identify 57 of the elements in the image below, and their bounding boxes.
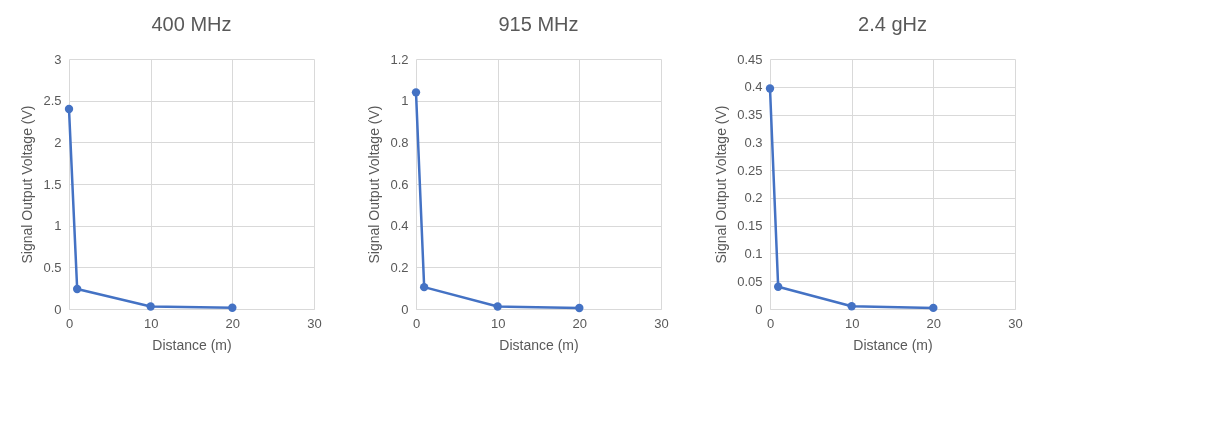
- y-tick-label: 0.6: [390, 176, 409, 192]
- y-tick-label: 1: [401, 93, 409, 109]
- point: [493, 302, 502, 311]
- chart-title: 2.4 gHz: [858, 13, 927, 35]
- x-axis-title: Distance (m): [499, 336, 579, 353]
- y-tick-label: 0: [755, 301, 763, 317]
- y-tick-label: 3: [54, 51, 62, 67]
- y-tick-label: 0.05: [737, 273, 763, 289]
- x-tick-label: 20: [926, 315, 942, 331]
- y-axis-title: Signal Output Voltage (V): [19, 105, 36, 264]
- x-tick-label: 0: [766, 315, 775, 331]
- x-tick-label: 10: [143, 315, 159, 331]
- point: [929, 303, 938, 313]
- x-tick-label: 10: [490, 315, 506, 331]
- point: [419, 282, 429, 292]
- y-tick-label: 0.35: [737, 107, 763, 123]
- y-tick-label: 0.1: [744, 245, 763, 261]
- point: [64, 104, 74, 114]
- x-axis-title: Distance (m): [152, 336, 232, 353]
- x-tick-label: 0: [65, 315, 74, 331]
- chart-title: 915 MHz: [498, 13, 579, 35]
- x-tick-label: 20: [225, 315, 241, 331]
- y-tick-label: 0: [54, 301, 62, 317]
- point: [765, 84, 775, 93]
- y-tick-label: 0.8: [390, 134, 409, 150]
- y-tick-label: 0.4: [390, 218, 409, 234]
- point: [411, 88, 421, 97]
- y-tick-label: 1: [54, 218, 62, 234]
- y-tick-label: 0.2: [744, 190, 763, 206]
- y-tick-label: 0.2: [390, 259, 409, 275]
- x-axis-title: Distance (m): [853, 336, 933, 353]
- point: [146, 302, 155, 311]
- y-tick-label: 0: [401, 301, 409, 317]
- y-tick-label: 0.15: [737, 218, 763, 234]
- y-tick-label: 2: [54, 134, 62, 150]
- point: [773, 282, 783, 291]
- x-tick-label: 30: [307, 315, 322, 331]
- point: [72, 284, 82, 294]
- y-tick-label: 0.25: [737, 162, 763, 178]
- point: [575, 303, 584, 313]
- x-tick-label: 0: [412, 315, 421, 331]
- x-tick-label: 20: [572, 315, 588, 331]
- chart-title: 400 MHz: [151, 13, 232, 35]
- y-axis-title: Signal Output Voltage (V): [366, 105, 383, 264]
- x-tick-label: 30: [654, 315, 669, 331]
- y-tick-label: 2.5: [43, 93, 62, 109]
- point: [847, 302, 856, 311]
- y-tick-label: 1.5: [43, 176, 62, 192]
- point: [228, 303, 237, 312]
- y-tick-label: 1.2: [390, 51, 409, 67]
- y-tick-label: 0.4: [744, 79, 763, 95]
- y-tick-label: 0.5: [43, 259, 62, 275]
- x-tick-label: 10: [844, 315, 860, 331]
- y-axis-title: Signal Output Voltage (V): [713, 105, 730, 264]
- y-tick-label: 0.3: [744, 134, 763, 150]
- x-tick-label: 30: [1008, 315, 1023, 331]
- y-tick-label: 0.45: [737, 51, 763, 67]
